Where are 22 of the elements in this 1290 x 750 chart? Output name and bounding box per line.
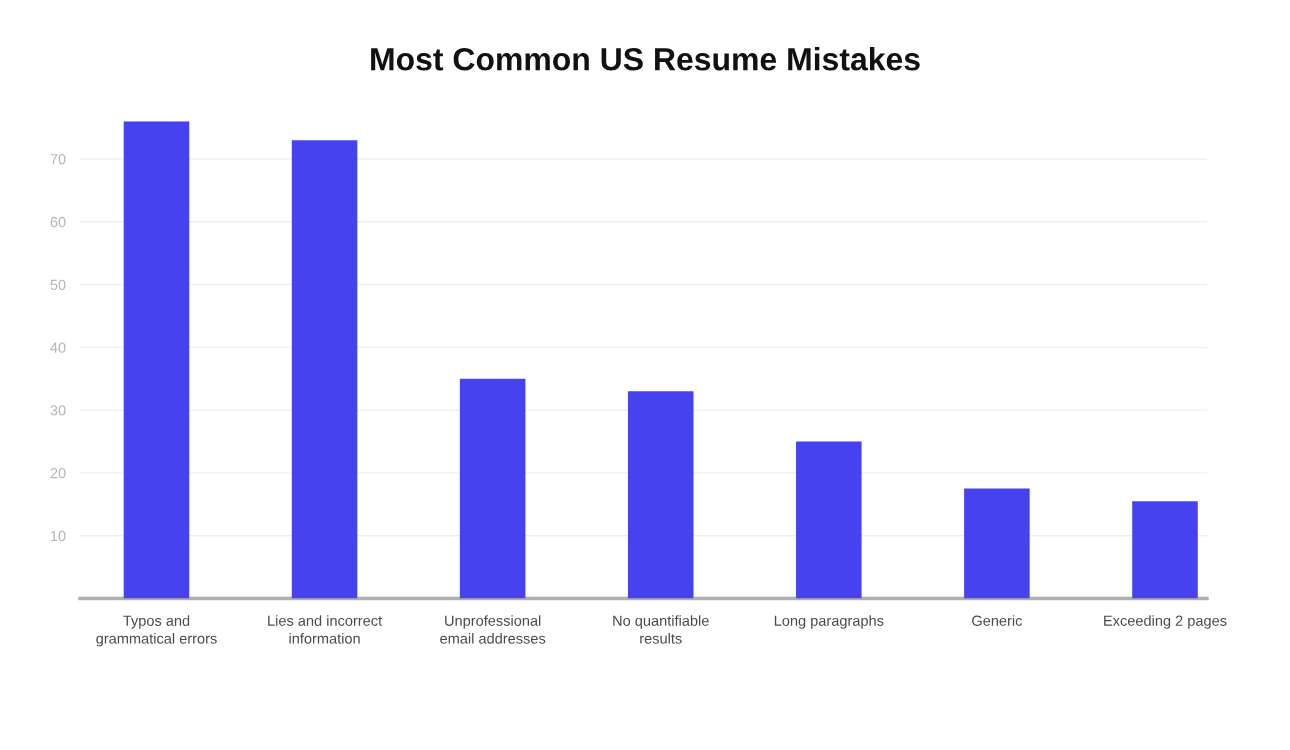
x-tick-label: Unprofessional email addresses xyxy=(440,615,546,644)
y-tick-label: 10 xyxy=(51,530,66,542)
y-tick-label: 20 xyxy=(50,468,66,479)
chart-title: Most Common US Resume Mistakes xyxy=(371,47,920,71)
bar xyxy=(123,121,190,599)
y-tick-label: 30 xyxy=(50,405,66,416)
x-tick-label: No quantifiable results xyxy=(613,615,709,644)
y-tick-label: 60 xyxy=(50,216,66,228)
bar xyxy=(627,391,694,599)
y-tick-label: 50 xyxy=(50,279,66,290)
bar xyxy=(459,378,526,599)
bar xyxy=(964,488,1030,599)
y-tick-label: 70 xyxy=(50,154,66,165)
x-tick-label: Typos and grammatical errors xyxy=(96,615,217,647)
bar xyxy=(291,140,358,599)
bar xyxy=(1132,501,1198,599)
x-tick-label: Exceeding 2 pages xyxy=(1104,615,1227,629)
x-tick-label: Generic xyxy=(972,615,1023,626)
bar xyxy=(796,441,862,599)
x-tick-label: Lies and incorrect information xyxy=(268,615,383,644)
x-tick-label: Long paragraphs xyxy=(774,615,884,629)
y-tick-label: 40 xyxy=(50,342,66,353)
